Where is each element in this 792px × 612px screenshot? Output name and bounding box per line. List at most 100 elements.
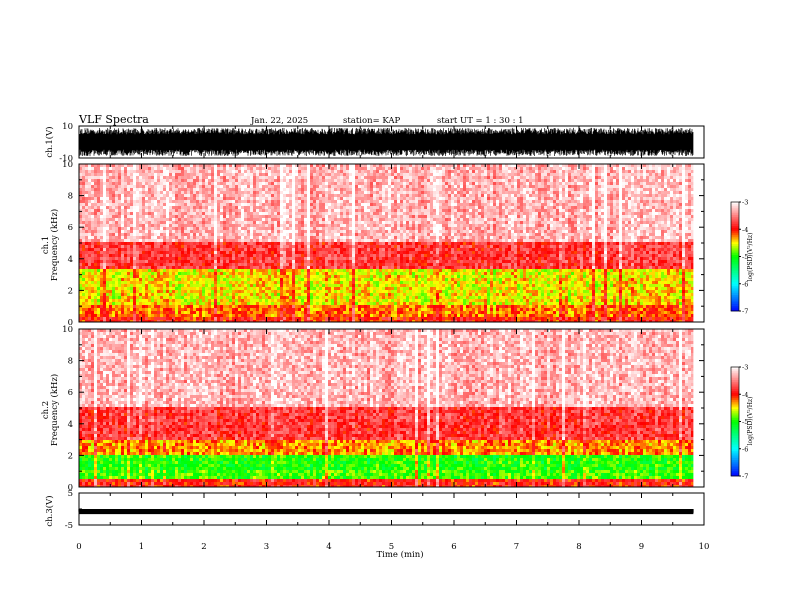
- spectrogram-cell: [652, 167, 655, 170]
- spectrogram-cell: [235, 209, 238, 212]
- spectrogram-cell: [508, 185, 511, 188]
- spectrogram-cell: [181, 167, 184, 170]
- spectrogram-cell: [532, 206, 535, 209]
- spectrogram-cell: [160, 173, 163, 176]
- spectrogram-cell: [634, 182, 637, 185]
- spectrogram-cell: [559, 221, 562, 224]
- spectrogram-cell: [676, 191, 679, 194]
- spectrogram-cell: [427, 206, 430, 209]
- spectrogram-cell: [295, 209, 298, 212]
- spectrogram-cell: [478, 176, 481, 179]
- spectrogram-cell: [679, 182, 682, 185]
- spectrogram-cell: [595, 230, 598, 233]
- spectrogram-cell: [421, 170, 424, 173]
- spectrogram-cell: [661, 233, 664, 236]
- spectrogram-cell: [157, 170, 160, 173]
- spectrogram-cell: [220, 167, 223, 170]
- spectrogram-cell: [601, 179, 604, 182]
- spectrogram-cell: [640, 218, 643, 221]
- spectrogram-cell: [121, 215, 124, 218]
- spectrogram-cell: [664, 233, 667, 236]
- spectrogram-cell: [289, 224, 292, 227]
- spectrogram-cell: [448, 227, 451, 230]
- spectrogram-cell: [547, 173, 550, 176]
- spectrogram-cell: [535, 176, 538, 179]
- spectrogram-cell: [373, 221, 376, 224]
- spectrogram-cell: [310, 191, 313, 194]
- spectrogram-cell: [517, 167, 520, 170]
- spectrogram-cell: [130, 194, 133, 197]
- spectrogram-cell: [379, 212, 382, 215]
- spectrogram-cell: [625, 206, 628, 209]
- spectrogram-cell: [91, 176, 94, 179]
- spectrogram-cell: [259, 227, 262, 230]
- spectrogram-cell: [661, 203, 664, 206]
- spectrogram-cell: [475, 188, 478, 191]
- spectrogram-cell: [619, 212, 622, 215]
- spectrogram-cell: [445, 194, 448, 197]
- spectrogram-cell: [130, 203, 133, 206]
- spectrogram-cell: [190, 200, 193, 203]
- spectrogram-cell: [331, 218, 334, 221]
- spectrogram-cell: [436, 179, 439, 182]
- spectrogram-cell: [103, 233, 106, 236]
- spectrogram-cell: [571, 224, 574, 227]
- spectrogram-cell: [94, 203, 97, 206]
- spectrogram-cell: [613, 218, 616, 221]
- spectrogram-cell: [568, 215, 571, 218]
- spectrogram-cell: [175, 182, 178, 185]
- spectrogram-cell: [412, 218, 415, 221]
- spectrogram-cell: [349, 170, 352, 173]
- spectrogram-cell: [307, 191, 310, 194]
- spectrogram-cell: [580, 212, 583, 215]
- spectrogram-cell: [619, 167, 622, 170]
- spectrogram-cell: [631, 200, 634, 203]
- spectrogram-cell: [133, 191, 136, 194]
- spectrogram-cell: [385, 203, 388, 206]
- spectrogram-cell: [367, 179, 370, 182]
- spectrogram-cell: [691, 230, 694, 233]
- spectrogram-cell: [490, 215, 493, 218]
- spectrogram-cell: [364, 203, 367, 206]
- spectrogram-cell: [583, 167, 586, 170]
- spectrogram-cell: [316, 197, 319, 200]
- spectrogram-cell: [595, 164, 598, 167]
- spectrogram-cell: [499, 188, 502, 191]
- spectrogram-cell: [82, 164, 85, 167]
- spectrogram-cell: [520, 206, 523, 209]
- spectrogram-cell: [265, 176, 268, 179]
- spectrogram-cell: [88, 197, 91, 200]
- spectrogram-cell: [514, 164, 517, 167]
- spectrogram-cell: [658, 191, 661, 194]
- spectrogram-cell: [82, 236, 85, 239]
- spectrogram-cell: [301, 188, 304, 191]
- spectrogram-cell: [505, 209, 508, 212]
- spectrogram-cell: [343, 212, 346, 215]
- spectrogram-cell: [511, 197, 514, 200]
- spectrogram-cell: [598, 164, 601, 167]
- spectrogram-cell: [445, 188, 448, 191]
- spectrogram-cell: [658, 170, 661, 173]
- spectrogram-cell: [259, 185, 262, 188]
- spectrogram-cell: [496, 194, 499, 197]
- spectrogram-cell: [583, 200, 586, 203]
- spectrogram-cell: [118, 206, 121, 209]
- spectrogram-cell: [562, 221, 565, 224]
- spectrogram-cell: [262, 227, 265, 230]
- spectrogram-cell: [208, 209, 211, 212]
- spectrogram-cell: [79, 221, 82, 224]
- spectrogram-cell: [169, 218, 172, 221]
- spectrogram-cell: [331, 188, 334, 191]
- spectrogram-cell: [418, 185, 421, 188]
- spectrogram-cell: [646, 206, 649, 209]
- spectrogram-cell: [433, 170, 436, 173]
- spectrogram-cell: [589, 182, 592, 185]
- spectrogram-cell: [550, 224, 553, 227]
- spectrogram-cell: [601, 203, 604, 206]
- spectrogram-cell: [610, 185, 613, 188]
- spectrogram-cell: [385, 206, 388, 209]
- spectrogram-cell: [145, 197, 148, 200]
- spectrogram-cell: [118, 191, 121, 194]
- spectrogram-cell: [682, 203, 685, 206]
- spectrogram-cell: [646, 191, 649, 194]
